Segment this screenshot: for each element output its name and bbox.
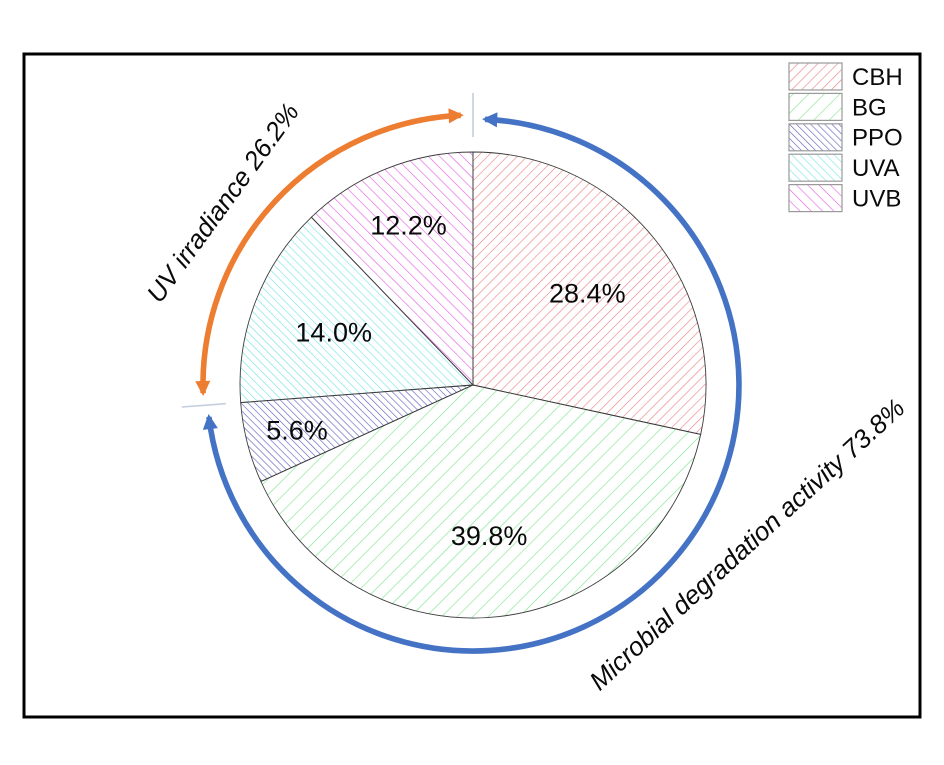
legend-item-ppo: PPO [788, 123, 903, 152]
legend-item-uvb: UVB [788, 184, 901, 213]
slice-value-label-uva: 14.0% [295, 317, 372, 347]
slice-value-labels: 28.4% 39.8% 5.6% 14.0% 12.2% [266, 211, 626, 551]
pie-slice-bg [260, 384, 702, 619]
legend-item-cbh: CBH [788, 62, 903, 91]
legend-label-uva: UVA [852, 155, 900, 182]
legend-label-ppo: PPO [852, 125, 903, 152]
microbial-degradation-arrow [202, 112, 742, 654]
legend-label-bg: BG [852, 94, 887, 121]
legend-item-uva: UVA [788, 153, 900, 182]
pie-slice-cbh [472, 151, 707, 435]
group-arrows [195, 108, 742, 654]
legend-swatch-uva [788, 153, 843, 182]
legend-item-bg: BG [788, 92, 887, 122]
legend: CBH BG PPO UVA UVB [788, 62, 903, 213]
legend-swatch-bg [788, 92, 843, 122]
slice-value-label-ppo: 5.6% [266, 416, 328, 446]
slice-value-label-uvb: 12.2% [370, 211, 447, 241]
slice-value-label-bg: 39.8% [451, 521, 528, 551]
legend-swatch-uvb [788, 184, 843, 213]
slice-value-label-cbh: 28.4% [549, 278, 626, 308]
legend-swatch-cbh [788, 62, 843, 91]
legend-swatch-ppo [788, 123, 843, 152]
legend-label-cbh: CBH [852, 64, 903, 91]
legend-label-uvb: UVB [852, 186, 901, 213]
